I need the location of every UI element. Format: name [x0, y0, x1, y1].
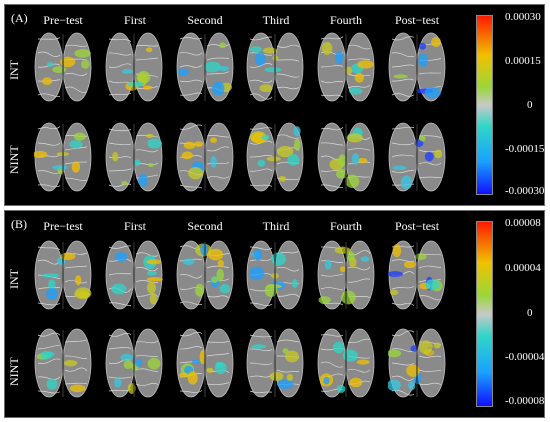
colorbar-tick: 0.00030 — [505, 11, 541, 23]
column-label-second: Second — [187, 13, 223, 27]
brain-image — [34, 122, 92, 192]
column-label-post-test: Post−test — [394, 219, 440, 233]
colorbar-tick: 0.00015 — [505, 55, 541, 67]
brain-image — [105, 240, 163, 310]
colorbar-tick: 0 — [527, 99, 533, 111]
column-label-pre-test: Pre−test — [43, 219, 83, 233]
colorbar-tick: 0.00004 — [505, 262, 541, 274]
column-label-fourth: Fourth — [329, 13, 362, 27]
panel-a: (A) Pre−test First Second Third Fourth P… — [4, 4, 545, 206]
brain-image — [317, 240, 375, 310]
column-label-first: First — [123, 13, 146, 27]
brain-image — [246, 328, 304, 398]
column-label-first: First — [123, 219, 146, 233]
brain-image — [388, 240, 446, 310]
brain-image — [176, 122, 234, 192]
column-label-second: Second — [187, 219, 223, 233]
brain-image — [388, 122, 446, 192]
colorbar-tick: -0.00030 — [505, 185, 545, 197]
colorbar-tick: 0.00008 — [505, 217, 541, 229]
panel-letter: (B) — [11, 217, 27, 231]
colorbar — [476, 15, 493, 195]
column-label-post-test: Post−test — [394, 13, 440, 27]
colorbar-tick: -0.00004 — [505, 351, 545, 363]
column-label-fourth: Fourth — [329, 219, 362, 233]
brain-image — [176, 240, 234, 310]
brain-image — [246, 122, 304, 192]
brain-image — [176, 32, 234, 102]
column-label-third: Third — [262, 13, 290, 27]
panel-letter: (A) — [11, 11, 28, 25]
colorbar — [476, 221, 493, 407]
brain-image — [105, 32, 163, 102]
brain-image — [317, 32, 375, 102]
brain-image — [246, 32, 304, 102]
row-label-nint: NINT — [7, 145, 21, 175]
colorbar-tick: 0 — [527, 307, 533, 319]
brain-image — [317, 122, 375, 192]
row-label-int: INT — [7, 269, 21, 289]
brain-image — [246, 240, 304, 310]
panel-b: (B) Pre−test First Second Third Fourth P… — [4, 210, 545, 418]
brain-image — [176, 328, 234, 398]
colorbar-tick: -0.00015 — [505, 143, 545, 155]
brain-image — [388, 32, 446, 102]
brain-image — [34, 32, 92, 102]
brain-image — [105, 328, 163, 398]
brain-image — [34, 240, 92, 310]
brain-image — [34, 328, 92, 398]
brain-image — [317, 328, 375, 398]
column-label-pre-test: Pre−test — [43, 13, 83, 27]
row-label-nint: NINT — [7, 357, 21, 387]
column-label-third: Third — [262, 219, 290, 233]
brain-image — [105, 122, 163, 192]
row-label-int: INT — [7, 60, 21, 80]
brain-image — [388, 328, 446, 398]
colorbar-tick: -0.00008 — [505, 395, 545, 407]
